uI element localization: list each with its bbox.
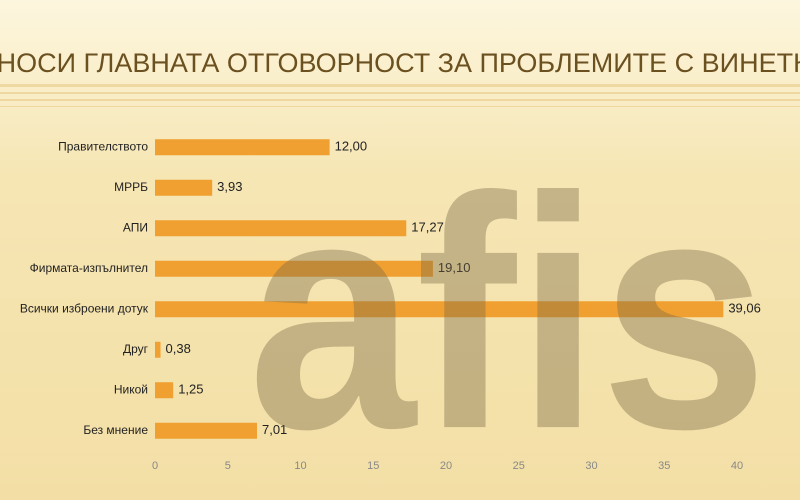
- value-label: 7,01: [262, 422, 287, 437]
- y-tick-label: Друг: [123, 342, 149, 356]
- bar: [155, 220, 407, 237]
- chart-title: КОЙ НОСИ ГЛАВНАТА ОТГОВОРНОСТ ЗА ПРОБЛЕМ…: [0, 47, 800, 78]
- y-tick-label: Правителството: [58, 139, 148, 153]
- x-tick-label: 35: [658, 460, 670, 472]
- bar: [155, 260, 433, 277]
- x-tick-label: 10: [294, 460, 306, 472]
- x-tick-label: 15: [367, 460, 379, 472]
- x-tick-label: 20: [440, 460, 452, 472]
- y-tick-label: АПИ: [123, 220, 148, 234]
- bar: [155, 382, 174, 399]
- watermark: afis: [248, 128, 768, 497]
- stripes: [0, 84, 800, 107]
- y-tick-label: Всички изброени дотук: [20, 301, 149, 315]
- bar: [155, 341, 161, 358]
- bar: [155, 422, 257, 439]
- value-label: 39,06: [728, 301, 761, 316]
- y-tick-label: Никой: [114, 382, 148, 396]
- value-label: 1,25: [178, 382, 203, 397]
- value-label: 19,10: [438, 260, 471, 275]
- bar: [155, 301, 724, 318]
- y-tick-label: МРРБ: [114, 180, 148, 194]
- value-label: 12,00: [335, 139, 368, 154]
- x-tick-label: 25: [513, 460, 525, 472]
- y-tick-label: Без мнение: [83, 423, 148, 437]
- value-label: 3,93: [217, 179, 242, 194]
- value-label: 0,38: [166, 341, 191, 356]
- y-tick-label: Фирмата-изпълнител: [30, 261, 148, 275]
- x-tick-label: 30: [585, 460, 597, 472]
- x-tick-label: 5: [225, 460, 231, 472]
- x-tick-label: 40: [731, 460, 743, 472]
- x-tick-label: 0: [152, 460, 158, 472]
- bar: [155, 139, 330, 156]
- value-label: 17,27: [411, 220, 444, 235]
- bar: [155, 179, 213, 196]
